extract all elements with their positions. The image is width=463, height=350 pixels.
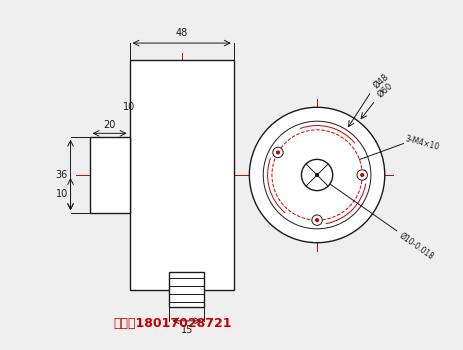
Text: Ø10-0.018: Ø10-0.018 — [396, 231, 434, 262]
Circle shape — [272, 147, 282, 158]
Circle shape — [311, 215, 322, 225]
Bar — [129, 61, 233, 289]
Circle shape — [314, 173, 319, 177]
Circle shape — [301, 159, 332, 191]
Circle shape — [249, 107, 384, 243]
Text: 48: 48 — [175, 28, 188, 38]
Circle shape — [275, 150, 280, 154]
Text: Ø48: Ø48 — [371, 72, 390, 91]
Text: 10: 10 — [123, 103, 135, 112]
Text: 3-M4×10: 3-M4×10 — [403, 135, 439, 152]
Text: Ø60: Ø60 — [375, 82, 394, 100]
Bar — [169, 272, 204, 307]
Text: 10: 10 — [56, 189, 68, 199]
Circle shape — [314, 218, 319, 222]
Text: 手机：18017028721: 手机：18017028721 — [113, 316, 232, 329]
Text: 20: 20 — [103, 120, 116, 130]
Circle shape — [356, 170, 367, 180]
Bar — [89, 137, 129, 213]
Text: 36: 36 — [56, 170, 68, 180]
Text: 15: 15 — [180, 325, 193, 335]
Circle shape — [359, 173, 363, 177]
